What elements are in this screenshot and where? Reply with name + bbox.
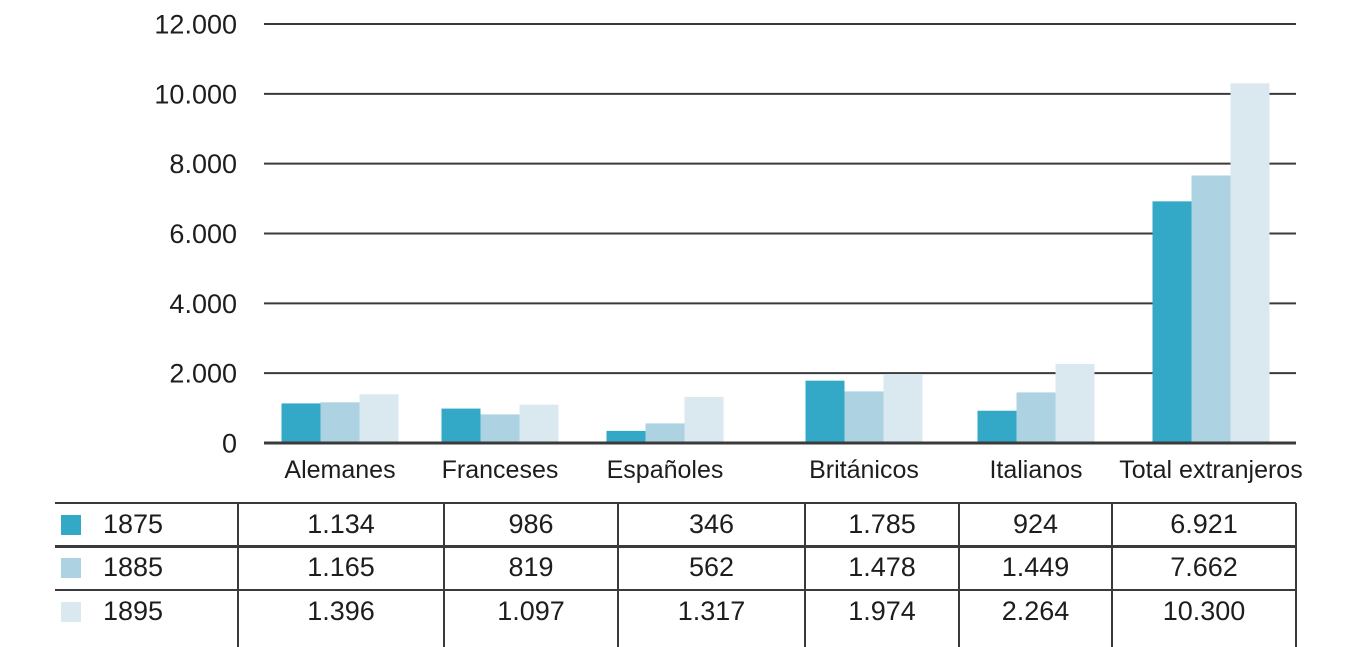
table-value-1895-espanoles: 1.317 [677,595,746,626]
table-row-border-1 [55,545,1296,548]
y-axis-tick-label-8000: 8.000 [169,149,237,179]
table-column-border-6 [1294,503,1298,647]
table-value-1895-total-extranjeros: 10.300 [1162,595,1246,626]
category-label-alemanes: Alemanes [284,456,395,484]
y-axis-tick-label-4000: 4.000 [169,289,237,319]
table-column-border-3 [803,503,807,647]
category-label-espanoles: Españoles [607,456,724,484]
legend-swatch-1895 [61,601,81,622]
table-value-1885-italianos: 1.449 [1001,552,1070,583]
bar-1885-total-extranjeros [1191,175,1231,443]
table-value-1895-franceses: 1.097 [497,595,565,626]
category-label-franceses: Franceses [442,456,559,484]
table-value-1875-alemanes: 1.134 [307,508,375,539]
bar-1885-italianos [1016,392,1056,443]
table-value-1885-espanoles: 562 [688,552,735,583]
legend-year-label-1885: 1885 [103,552,164,583]
y-axis-tick-label-0: 0 [222,429,237,459]
table-value-1895-italianos: 2.264 [1001,595,1070,626]
legend-year-label-1895: 1895 [103,595,164,626]
table-value-1885-total-extranjeros: 7.662 [1170,552,1238,583]
bar-1875-total-extranjeros [1152,201,1192,443]
bar-1875-alemanes [281,403,321,443]
table-column-border-2 [616,503,620,647]
table-value-1895-alemanes: 1.396 [307,595,375,626]
bar-1875-espanoles [606,430,646,443]
legend-year-label-1875: 1875 [103,508,164,539]
table-column-border-5 [1110,503,1114,647]
legend-swatch-1875 [61,514,81,535]
table-column-border-4 [957,503,961,647]
table-value-1875-italianos: 924 [1012,508,1059,539]
bar-1875-franceses [441,408,481,443]
table-value-1875-britanicos: 1.785 [848,508,916,539]
y-axis-tick-label-6000: 6.000 [169,219,237,249]
bar-1895-franceses [519,404,559,443]
category-label-total-extranjeros: Total extranjeros [1119,456,1302,484]
bar-1885-espanoles [645,423,685,443]
bar-1895-britanicos [883,374,923,443]
bar-1885-britanicos [844,391,884,443]
bar-1895-espanoles [684,397,724,443]
y-axis-tick-label-2000: 2.000 [169,359,237,389]
bar-chart: 0 2.000 4.000 6.000 8.000 10.000 12.000 Alemane… [154,10,1302,485]
table-value-1875-espanoles: 346 [688,508,735,539]
table-value-1885-alemanes: 1.165 [307,552,375,583]
legend-swatch-1885 [61,558,81,579]
category-label-italianos: Italianos [989,456,1082,484]
y-axis-tick-label-12000: 12.000 [154,10,237,40]
table-value-1895-britanicos: 1.974 [848,595,916,626]
bar-1895-total-extranjeros [1230,83,1270,443]
table-value-1885-franceses: 819 [508,552,554,583]
category-label-britanicos: Británicos [809,456,919,484]
table-value-1875-franceses: 986 [508,508,554,539]
table-value-1885-britanicos: 1.478 [848,552,916,583]
table-value-1875-total-extranjeros: 6.921 [1170,508,1238,539]
bar-1885-franceses [480,414,520,443]
bar-1885-alemanes [320,402,360,443]
y-axis-tick-label-10000: 10.000 [154,79,237,109]
bar-1875-italianos [977,410,1017,443]
bar-1895-italianos [1055,363,1095,443]
bar-1895-alemanes [359,394,399,443]
table-row-border-2 [55,588,1296,592]
bar-1875-britanicos [805,380,845,443]
table-column-border-0 [236,503,240,647]
table-column-border-1 [442,503,446,647]
table-row-border-0 [55,501,1296,505]
